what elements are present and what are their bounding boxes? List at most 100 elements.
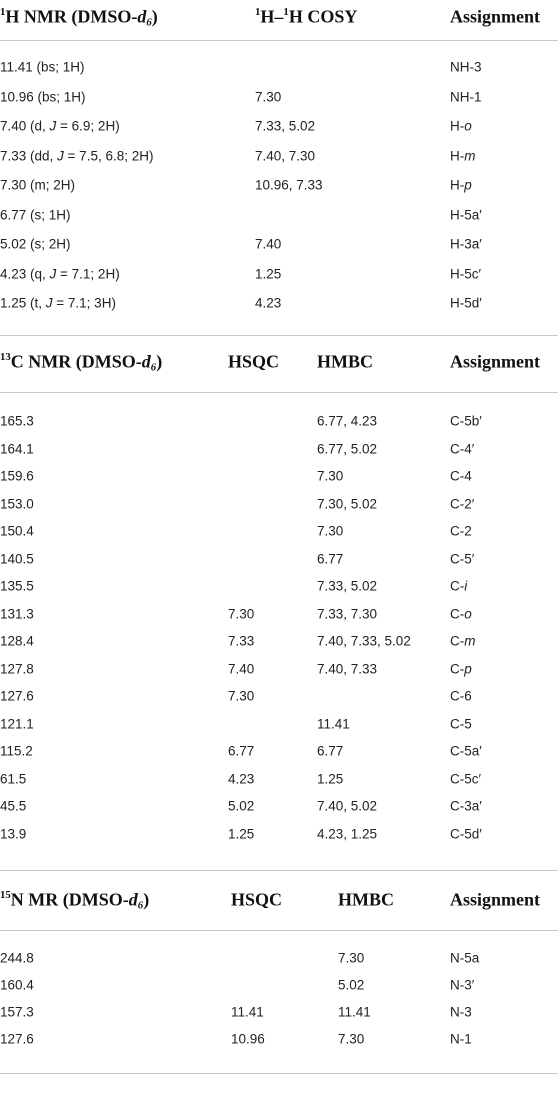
table-cell: 5.02 [338, 977, 365, 993]
text-segment: ) [143, 889, 150, 910]
rule-line [0, 930, 558, 931]
table-cell: 165.3 [0, 413, 34, 429]
table-cell: 6.77, 5.02 [317, 441, 378, 456]
text-segment: H NMR (DMSO- [5, 6, 138, 27]
table-cell: C-2 [450, 523, 472, 539]
italic-segment: J [49, 118, 57, 134]
table-cell: 13.9 [0, 826, 27, 841]
sub-segment: 6 [137, 899, 144, 912]
column-header: Assignment [450, 6, 541, 27]
table-cell: C-5c′ [450, 771, 482, 786]
table-cell: 7.30 [255, 89, 282, 104]
table-cell: 153.0 [0, 496, 34, 511]
column-header: 1H–1H COSY [255, 7, 357, 28]
table-cell: 135.5 [0, 578, 34, 594]
table-cell: 131.3 [0, 606, 34, 621]
sup-segment: 1 [255, 5, 261, 18]
table-cell: 7.40, 7.33 [317, 661, 378, 676]
table-cell: 6.77, 4.23 [317, 413, 378, 429]
table-cell: 11.41 [338, 1004, 371, 1020]
italic-segment: o [464, 606, 472, 621]
table-cell: C-i [450, 579, 467, 594]
italic-segment: i [464, 578, 468, 594]
table-cell: 127.6 [0, 1031, 34, 1047]
table-cell: H-p [450, 178, 472, 193]
text-segment: ) [156, 351, 163, 372]
column-header: HSQC [228, 351, 280, 372]
column-header: HMBC [338, 889, 394, 910]
table-cell: C-4′ [450, 441, 475, 456]
table-cell: 10.96 (bs; 1H) [0, 89, 86, 104]
table-cell: 4.23 (q, J = 7.1; 2H) [0, 266, 120, 281]
table-cell: 11.41 (bs; 1H) [0, 59, 85, 75]
table-cell: C-o [450, 606, 472, 621]
sub-segment: 6 [146, 16, 152, 29]
text-segment: = 7.1; 3H) [52, 295, 116, 311]
text-segment: C NMR (DMSO- [10, 351, 142, 372]
italic-segment: o [464, 118, 472, 134]
table-cell: H-o [450, 119, 472, 134]
table-cell: NH-1 [450, 89, 482, 104]
table-cell: 7.33, 5.02 [255, 118, 316, 134]
table-cell: 157.3 [0, 1004, 34, 1020]
italic-segment: p [464, 177, 472, 193]
italic-segment: d [128, 889, 138, 910]
table-cell: 10.96, 7.33 [255, 177, 323, 193]
table-cell: 121.1 [0, 716, 34, 731]
table-cell: 6.77 (s; 1H) [0, 207, 71, 222]
table-cell: 45.5 [0, 798, 27, 814]
table-cell: C-p [450, 661, 472, 676]
table-cell: C-5 [450, 716, 472, 731]
text-segment: N MR (DMSO- [10, 889, 129, 910]
text-segment: H- [450, 148, 465, 163]
text-segment: 1.25 (t, [0, 295, 46, 311]
rule-line [0, 335, 558, 336]
table-cell: 7.33 [228, 633, 255, 649]
text-segment: 7.40 (d, [0, 118, 50, 134]
text-segment: H- [450, 177, 465, 193]
table-cell: 7.40, 7.33, 5.02 [317, 633, 411, 649]
table-cell: 10.96 [231, 1031, 265, 1047]
table-cell: 6.77 [317, 743, 344, 759]
text-segment: H COSY [288, 6, 358, 27]
table-cell: 127.6 [0, 688, 34, 704]
table-cell: C-5b′ [450, 413, 482, 429]
table-cell: 7.33 (dd, J = 7.5, 6.8; 2H) [0, 148, 153, 163]
table-cell: 61.5 [0, 771, 27, 786]
table-cell: 11.41 [231, 1004, 264, 1020]
table-cell: H-m [450, 148, 476, 163]
table-cell: 1.25 [228, 826, 255, 841]
table-cell: 6.77 [228, 743, 255, 759]
table-cell: 7.30 [228, 688, 255, 704]
table-cell: 4.23 [255, 295, 282, 311]
table-cell: 5.02 [228, 798, 255, 814]
table-cell: H-5d′ [450, 295, 482, 311]
italic-segment: d [137, 6, 147, 27]
sup-segment: 1 [283, 5, 289, 18]
table-cell: 7.33, 5.02 [317, 578, 378, 594]
table-cell: N-3 [450, 1004, 472, 1020]
text-segment: 7.33 (dd, [0, 148, 58, 163]
column-header: HMBC [317, 351, 373, 372]
table-cell: N-1 [450, 1031, 472, 1047]
table-cell: 6.77 [317, 551, 344, 566]
table-cell: 140.5 [0, 551, 34, 566]
text-segment: C- [450, 578, 465, 594]
table-cell: H-3a′ [450, 236, 482, 252]
table-cell: 1.25 [255, 266, 282, 281]
table-cell: 7.30 [317, 468, 344, 484]
table-cell: 7.33, 7.30 [317, 606, 378, 621]
column-header: Assignment [450, 351, 541, 372]
italic-segment: J [45, 295, 53, 311]
text-segment: H– [260, 6, 284, 27]
italic-segment: J [57, 148, 64, 163]
table-cell: 115.2 [0, 743, 33, 759]
table-cell: N-3′ [450, 977, 475, 993]
table-cell: C-6 [450, 688, 472, 704]
table-cell: 127.8 [0, 661, 34, 676]
sup-segment: 13 [0, 350, 11, 363]
table-cell: C-5d′ [450, 826, 482, 841]
table-cell: 1.25 (t, J = 7.1; 3H) [0, 296, 116, 311]
table-cell: 4.23 [228, 771, 255, 786]
